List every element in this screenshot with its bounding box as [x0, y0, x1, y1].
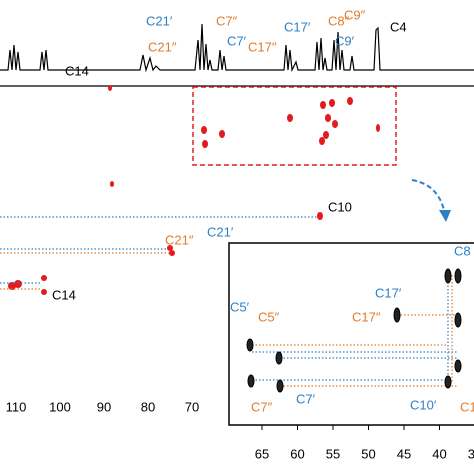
peak-label: C21′	[146, 13, 173, 28]
peak-label: C9″	[344, 7, 366, 22]
peak-label: C8″	[328, 13, 350, 28]
spectrum-trace	[0, 23, 474, 73]
peak-label: C17′	[284, 19, 311, 34]
inset-guides	[252, 275, 458, 387]
peak-label: C1	[460, 399, 474, 414]
peak-label: C17″	[248, 39, 277, 54]
peak-label: C5″	[258, 309, 280, 324]
peak-label: C14	[65, 63, 89, 78]
x-tick-label: 110	[6, 399, 27, 414]
peak-label: C10′	[410, 397, 437, 412]
peak-label: C21′	[207, 224, 234, 239]
peak-label: C10	[328, 199, 352, 214]
peak-label: C4	[390, 19, 407, 34]
peak-label: C5′	[230, 299, 250, 314]
peak-label: C17″	[352, 309, 381, 324]
zoom-arrow	[411, 179, 446, 216]
inset-tick-label: 50	[361, 446, 375, 461]
peak-label: C21″	[165, 232, 194, 247]
inset-tick-label: 55	[326, 446, 340, 461]
peak-label: C7′	[227, 33, 247, 48]
x-tick-label: 70	[185, 399, 199, 414]
x-tick-label: 100	[49, 399, 71, 414]
inset-tick-label: 35	[468, 446, 474, 461]
inset-peaks	[246, 268, 462, 393]
peak-label: C9′	[335, 33, 355, 48]
x-tick-label: 90	[97, 399, 111, 414]
cross-peaks	[8, 85, 380, 295]
peak-label: C7″	[216, 13, 238, 28]
peak-label: C14	[52, 287, 76, 302]
guide-lines	[0, 216, 318, 290]
peak-label: C21″	[148, 39, 177, 54]
peak-label: C7′	[296, 391, 316, 406]
inset-tick-label: 45	[397, 446, 411, 461]
inset-tick-label: 60	[290, 446, 304, 461]
inset-tick-label: 40	[432, 446, 446, 461]
peak-label: C7″	[251, 399, 273, 414]
peak-label: C8	[454, 243, 471, 258]
inset-tick-label: 65	[255, 446, 269, 461]
arrow-head	[439, 210, 451, 222]
selection-box	[192, 86, 397, 166]
inset-frame	[228, 242, 474, 426]
x-tick-label: 80	[141, 399, 155, 414]
peak-label: C17′	[375, 285, 402, 300]
